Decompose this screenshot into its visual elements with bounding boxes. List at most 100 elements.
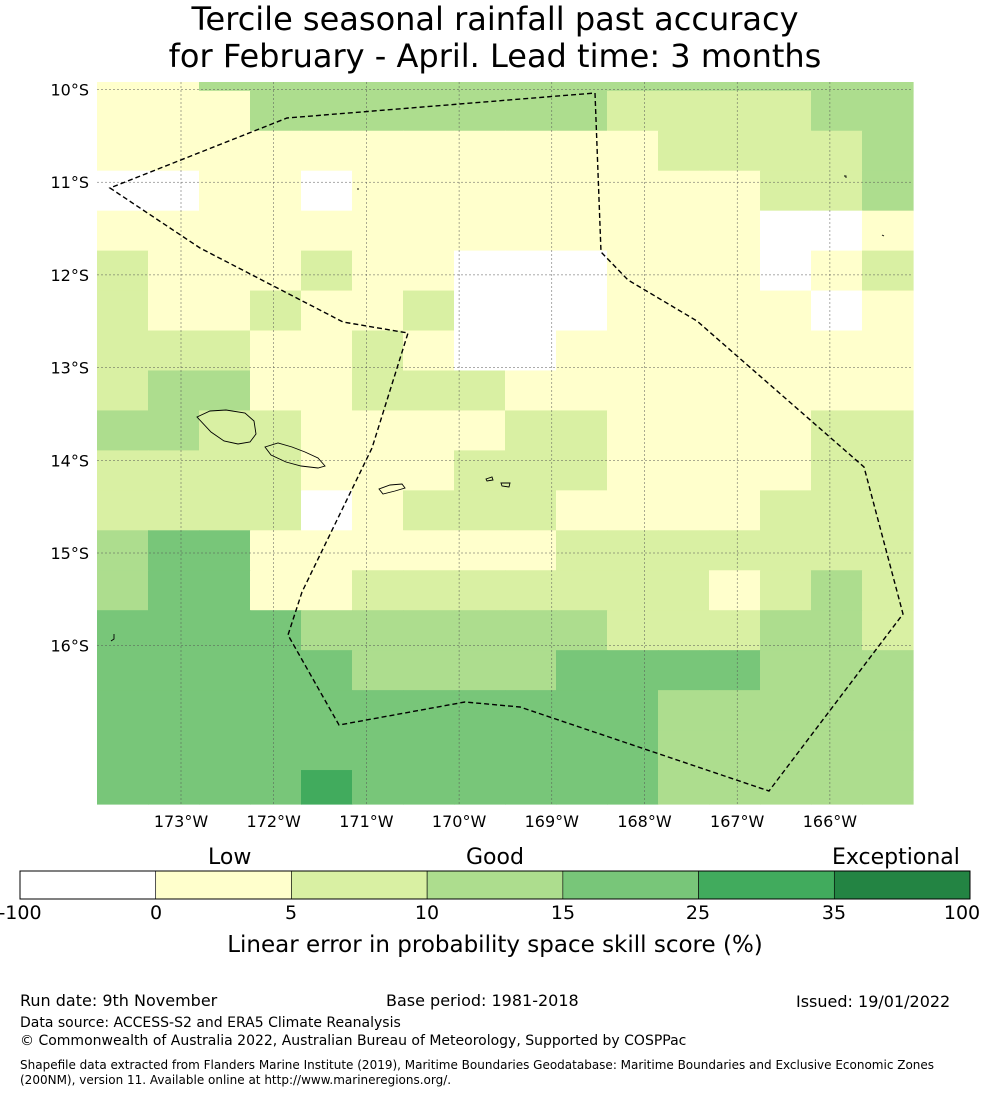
grid-cell	[556, 770, 608, 805]
grid-cell	[607, 250, 659, 292]
grid-cell	[709, 82, 761, 92]
grid-cell	[148, 170, 200, 212]
grid-cell	[352, 530, 404, 571]
grid-cell	[199, 770, 251, 805]
grid-cell	[658, 90, 710, 132]
grid-cell	[97, 650, 149, 691]
colorbar-segment	[698, 870, 835, 900]
grid-cell	[760, 530, 812, 571]
grid-cell	[250, 210, 302, 252]
grid-cell	[301, 370, 353, 412]
grid-cell	[658, 210, 710, 252]
colorbar-segment	[833, 870, 971, 900]
grid-cell	[301, 490, 353, 531]
grid-cell	[760, 90, 812, 132]
grid-cell	[658, 82, 710, 92]
grid-cell	[709, 130, 761, 172]
grid-cell	[148, 570, 200, 611]
grid-cell	[811, 370, 863, 412]
grid-cell	[505, 130, 557, 172]
colorbar-tick: 5	[284, 902, 298, 924]
grid-cell	[148, 210, 200, 252]
grid-cell	[556, 370, 608, 412]
grid-cell	[760, 770, 812, 805]
grid-cell	[250, 370, 302, 412]
grid-cell	[148, 130, 200, 172]
latitude-label: 11°S	[50, 173, 89, 192]
colorbar-tick: 25	[685, 902, 711, 924]
run-date: Run date: 9th November	[20, 991, 218, 1010]
grid-cell	[403, 250, 455, 292]
grid-cell	[97, 90, 149, 132]
grid-cell	[199, 290, 251, 332]
grid-cell	[709, 210, 761, 252]
grid-cell	[709, 730, 761, 771]
grid-cell	[658, 690, 710, 731]
colorbar-segment	[426, 870, 564, 900]
grid-cell	[403, 210, 455, 252]
grid-cell	[199, 690, 251, 731]
grid-cell	[709, 490, 761, 531]
grid-cell	[454, 210, 506, 252]
grid-cell	[301, 290, 353, 332]
grid-cell	[403, 82, 455, 92]
grid-cell	[454, 410, 506, 451]
grid-cell	[148, 90, 200, 132]
grid-cell	[97, 330, 149, 372]
grid-cell	[811, 170, 863, 212]
colorbar-tick: 0	[149, 902, 163, 924]
grid-cell	[505, 290, 557, 332]
grid-cell	[148, 450, 200, 491]
grid-cell	[505, 690, 557, 731]
grid-cell	[97, 210, 149, 252]
grid-cell	[250, 410, 302, 451]
grid-cell	[199, 450, 251, 491]
grid-cell	[403, 490, 455, 531]
grid-cell	[811, 82, 863, 92]
grid-cell	[97, 370, 149, 412]
grid-cell	[454, 490, 506, 531]
grid-cell	[811, 90, 863, 132]
grid-cell	[862, 170, 914, 212]
grid-cell	[505, 170, 557, 212]
grid-cell	[148, 370, 200, 412]
grid-cell	[607, 530, 659, 571]
grid-cell	[811, 610, 863, 651]
grid-cell	[97, 82, 149, 92]
grid-cell	[454, 82, 506, 92]
grid-cell	[658, 330, 710, 372]
tutuila-island	[378, 483, 406, 495]
grid-cell	[658, 770, 710, 805]
grid-cell	[97, 250, 149, 292]
grid-cell	[454, 530, 506, 571]
grid-cell	[250, 570, 302, 611]
issued-date: Issued: 19/01/2022	[796, 992, 951, 1011]
longitude-label: 168°W	[617, 812, 672, 831]
grid-cell	[199, 490, 251, 531]
grid-cell	[760, 690, 812, 731]
grid-cell	[199, 730, 251, 771]
manua-islands	[485, 476, 511, 488]
grid-cell	[148, 610, 200, 651]
grid-cell	[454, 770, 506, 805]
grid-cell	[250, 130, 302, 172]
grid-cell	[811, 130, 863, 172]
grid-cell	[760, 650, 812, 691]
grid-cell	[505, 210, 557, 252]
grid-cell	[454, 330, 506, 372]
shapefile-credit: Shapefile data extracted from Flanders M…	[20, 1058, 935, 1087]
grid-cell	[454, 170, 506, 212]
grid-cell	[352, 730, 404, 771]
grid-cell	[709, 330, 761, 372]
grid-cell	[454, 290, 506, 332]
grid-cell	[250, 90, 302, 132]
grid-cell	[97, 490, 149, 531]
colorbar-tick: 15	[550, 902, 576, 924]
grid-cell	[607, 690, 659, 731]
grid-cell	[505, 450, 557, 491]
grid-cell	[97, 130, 149, 172]
latitude-labels: 10°S 11°S 12°S 13°S 14°S 15°S 16°S	[50, 81, 89, 656]
grid-cell	[403, 530, 455, 571]
grid-cell	[658, 530, 710, 571]
